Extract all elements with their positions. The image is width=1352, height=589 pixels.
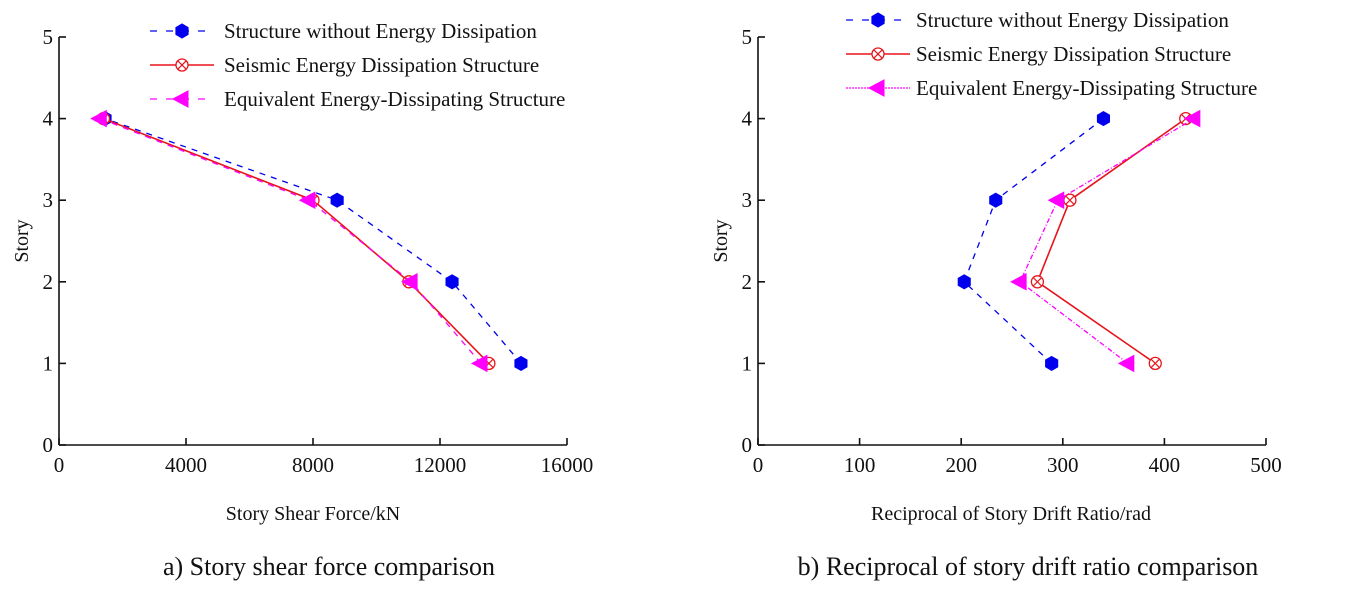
y-tick-label: 3 (43, 188, 54, 212)
chart-story-shear-force: 0 4000 8000 12000 16000 0 1 2 3 4 5 Structure with… (11, 19, 593, 581)
x-tick-label: 400 (1149, 453, 1181, 477)
legend-label: Structure without Energy Dissipation (224, 19, 537, 43)
y-tick-label: 4 (742, 107, 753, 131)
data-point (298, 191, 316, 210)
chart-story-drift-reciprocal: 0 100 200 300 400 500 0 1 2 3 4 5 Structure without… (710, 8, 1282, 581)
legend-marker (175, 58, 189, 72)
y-tick-label: 2 (43, 270, 54, 294)
legend: Structure without Energy Dissipation Seis… (846, 8, 1257, 100)
x-axis-label: Reciprocal of Story Drift Ratio/rad (871, 503, 1151, 525)
chart-caption: a) Story shear force comparison (163, 552, 495, 581)
y-tick-label: 2 (742, 270, 753, 294)
x-axis-label: Story Shear Force/kN (226, 503, 400, 525)
data-point (1047, 191, 1065, 210)
data-point (1063, 193, 1077, 207)
legend-item: Seismic Energy Dissipation Structure (846, 42, 1231, 66)
y-tick-label: 1 (742, 351, 753, 375)
legend-item: Structure without Energy Dissipation (846, 8, 1229, 32)
y-tick-label: 5 (742, 25, 753, 49)
legend-label: Seismic Energy Dissipation Structure (916, 42, 1231, 66)
series-seismic-energy-dissipation-structure (1030, 111, 1193, 371)
data-point (470, 354, 488, 373)
y-tick-label: 4 (43, 107, 54, 131)
legend-label: Equivalent Energy-Dissipating Structure (224, 87, 565, 111)
x-tick-label: 0 (54, 453, 65, 477)
series-line (963, 118, 1104, 364)
y-axis-label: Story (11, 219, 33, 262)
y-tick-label: 0 (742, 433, 753, 457)
y-axis-label: Story (710, 219, 732, 262)
legend-marker (867, 79, 885, 97)
x-tick-label: 12000 (414, 453, 467, 477)
plot-area (957, 109, 1201, 373)
legend-marker (171, 90, 189, 108)
data-point (1117, 354, 1135, 373)
legend-marker (175, 23, 189, 39)
legend-item: Seismic Energy Dissipation Structure (150, 53, 539, 77)
axes: 0 100 200 300 400 500 0 1 2 3 4 5 (742, 25, 1282, 477)
legend-label: Equivalent Energy-Dissipating Structure (916, 76, 1257, 100)
legend-marker (871, 47, 885, 61)
x-tick-label: 0 (753, 453, 764, 477)
legend-item: Structure without Energy Dissipation (150, 19, 537, 43)
data-point (957, 274, 971, 290)
data-point (1183, 109, 1201, 128)
data-point (1096, 111, 1110, 127)
chart-caption: b) Reciprocal of story drift ratio compa… (798, 552, 1259, 581)
data-point (401, 272, 418, 291)
series-line (100, 117, 482, 364)
series-line (103, 117, 490, 364)
legend-item: Equivalent Energy-Dissipating Structure (846, 76, 1257, 100)
data-point (90, 109, 107, 128)
y-tick-label: 3 (742, 188, 753, 212)
data-point (445, 274, 459, 290)
y-tick-label: 0 (43, 433, 54, 457)
x-tick-label: 500 (1250, 453, 1282, 477)
x-tick-label: 200 (945, 453, 977, 477)
data-point (330, 192, 344, 208)
legend-label: Structure without Energy Dissipation (916, 8, 1229, 32)
x-tick-label: 16000 (541, 453, 594, 477)
series-line (104, 117, 522, 364)
x-tick-label: 100 (844, 453, 876, 477)
data-point (514, 355, 528, 371)
y-tick-label: 1 (43, 351, 54, 375)
data-point (1148, 356, 1162, 371)
series-line (1036, 117, 1187, 365)
y-tick-label: 5 (43, 25, 54, 49)
series-equivalent-energy-dissipating-structure (1010, 109, 1201, 373)
series-structure-without-energy-dissipation (98, 111, 528, 371)
axes: 0 4000 8000 12000 16000 0 1 2 3 4 5 (43, 25, 594, 477)
legend-item: Equivalent Energy-Dissipating Structure (150, 87, 565, 111)
series-structure-without-energy-dissipation (957, 111, 1110, 371)
series-equivalent-energy-dissipating-structure (90, 109, 488, 373)
x-tick-label: 300 (1047, 453, 1079, 477)
data-point (989, 192, 1003, 208)
x-tick-label: 8000 (292, 453, 334, 477)
data-point (1010, 272, 1027, 291)
legend: Structure without Energy Dissipation Seis… (150, 19, 565, 111)
plot-area (90, 109, 528, 373)
series-line (1019, 118, 1195, 364)
legend-label: Seismic Energy Dissipation Structure (224, 53, 539, 77)
x-tick-label: 4000 (165, 453, 207, 477)
legend-marker (871, 12, 885, 28)
data-point (1030, 275, 1045, 289)
data-point (1045, 355, 1059, 371)
series-seismic-energy-dissipation-structure (96, 111, 496, 371)
